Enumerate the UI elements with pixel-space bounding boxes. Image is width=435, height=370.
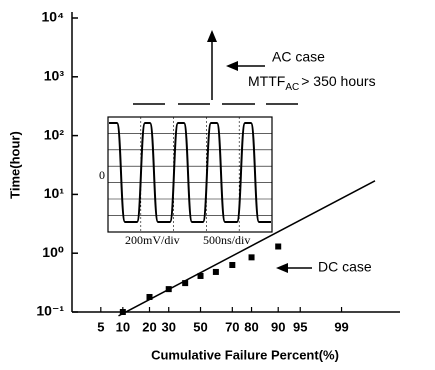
x-tick-label: 99 [334,319,348,334]
x-tick-label: 95 [293,319,307,334]
mttf-label: MTTFAC> 350 hours [248,73,376,93]
ac-label: AC case [272,49,325,65]
page: 0 200mV/div 500ns/div AC case MTTFAC> 35… [0,0,435,370]
x-tick-label: 20 [142,319,156,334]
y-axis-label: Time(hour) [7,131,22,199]
y-tick-label: 10⁰ [42,244,64,260]
mttf-text: MTTF [248,73,285,89]
data-point [229,262,235,268]
data-point [249,254,255,260]
arrow-head [276,263,288,273]
x-tick-label: 70 [225,319,239,334]
oscilloscope-inset [108,117,272,232]
y-tick-label: 10⁴ [42,9,65,25]
x-axis-label: Cumulative Failure Percent(%) [151,347,339,362]
inset-volt-label: 200mV/div [125,233,180,247]
mttf-rest: > 350 hours [301,73,375,89]
inset-zero-label: 0 [99,168,105,182]
y-tick-label: 10¹ [44,185,65,201]
chart: 0 200mV/div 500ns/div AC case MTTFAC> 35… [0,0,435,370]
x-tick-label: 50 [193,319,207,334]
mttf-sub: AC [285,82,299,93]
data-point [182,280,188,286]
data-point [213,269,219,275]
data-point [275,244,281,250]
data-point [166,286,172,292]
y-tick-label: 10³ [44,68,65,84]
inset-time-label: 500ns/div [203,233,250,247]
dc-label: DC case [318,259,372,275]
arrow-head [207,30,217,42]
x-tick-label: 5 [97,319,104,334]
x-tick-label: 90 [271,319,285,334]
x-tick-label: 80 [244,319,258,334]
data-point [198,273,204,279]
x-tick-label: 30 [161,319,175,334]
y-tick-label: 10² [44,126,65,142]
arrow-head [226,61,238,71]
x-tick-label: 10 [116,319,130,334]
y-tick-label: 10⁻¹ [36,303,64,319]
data-point [120,309,126,315]
data-point [147,294,153,300]
